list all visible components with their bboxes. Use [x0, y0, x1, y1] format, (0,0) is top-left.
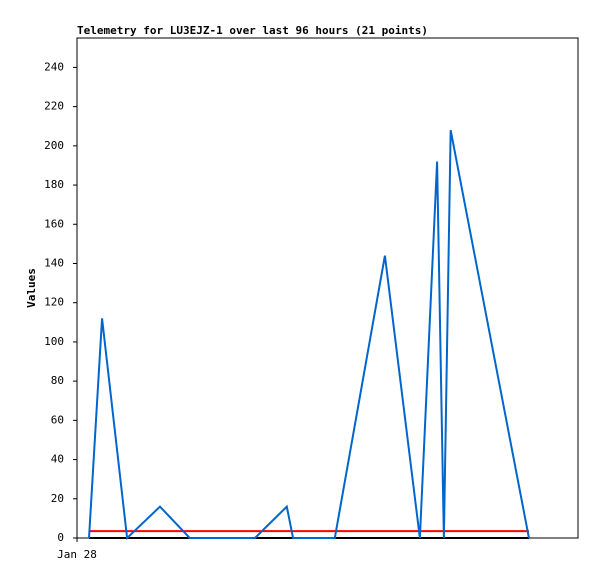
y-tick-label: 60: [51, 413, 64, 426]
y-axis-label: Values: [25, 268, 38, 308]
y-tick-label: 160: [44, 217, 64, 230]
y-tick-label: 220: [44, 100, 64, 113]
y-tick-label: 200: [44, 139, 64, 152]
y-tick-label: 40: [51, 453, 64, 466]
y-tick-label: 100: [44, 335, 64, 348]
y-tick-label: 140: [44, 256, 64, 269]
y-tick-label: 80: [51, 374, 64, 387]
y-tick-label: 240: [44, 60, 64, 73]
plot-frame: [76, 37, 579, 539]
y-tick-label: 180: [44, 178, 64, 191]
y-tick-label: 0: [57, 531, 64, 544]
series-line: [88, 129, 530, 541]
x-tick-label: Jan 28: [57, 548, 97, 561]
chart-title: Telemetry for LU3EJZ-1 over last 96 hour…: [77, 24, 428, 37]
y-tick-label: 120: [44, 296, 64, 309]
y-tick-label: 20: [51, 492, 64, 505]
